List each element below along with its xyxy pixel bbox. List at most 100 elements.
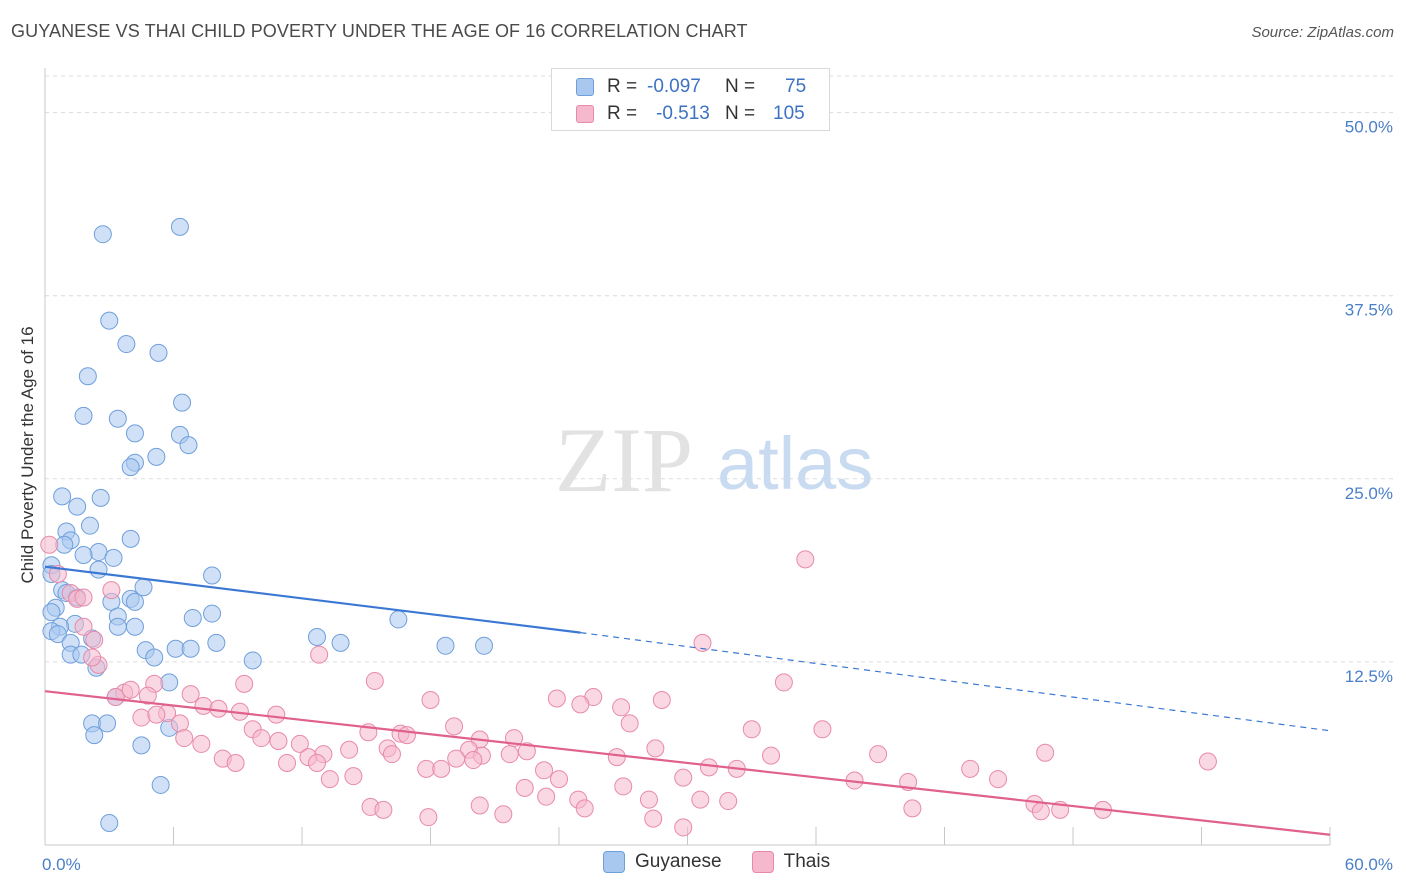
x-tick-label-max: 60.0% bbox=[1345, 855, 1393, 874]
thais-point bbox=[417, 759, 436, 778]
guyanese-point bbox=[104, 548, 123, 567]
thais-point bbox=[278, 753, 297, 772]
thais-point bbox=[535, 761, 554, 780]
thais-point bbox=[500, 745, 519, 764]
thais-point bbox=[269, 732, 288, 751]
thais-point bbox=[494, 805, 513, 824]
guyanese-point bbox=[117, 335, 136, 354]
watermark: ZIP atlas bbox=[555, 409, 873, 511]
thais-point bbox=[614, 777, 633, 796]
thais-point bbox=[421, 690, 440, 709]
guyanese-point bbox=[91, 488, 110, 507]
thais-point bbox=[644, 809, 663, 828]
thais-point bbox=[235, 674, 254, 693]
thais-point bbox=[550, 770, 568, 789]
thais-point bbox=[607, 748, 626, 767]
y-tick-label-3: 50.0% bbox=[1345, 118, 1393, 137]
thais-point bbox=[989, 770, 1008, 789]
thais-point bbox=[290, 734, 309, 753]
guyanese-point bbox=[68, 497, 87, 516]
guyanese-point bbox=[125, 592, 144, 611]
source-label: Source: ZipAtlas.com bbox=[1251, 24, 1394, 41]
thais-point bbox=[813, 720, 832, 739]
axes bbox=[44, 68, 1331, 846]
guyanese-point bbox=[170, 217, 189, 236]
guyanese-point bbox=[121, 529, 140, 548]
thais-point bbox=[192, 734, 211, 753]
guyanese-point bbox=[80, 516, 99, 535]
guyanese-point bbox=[55, 535, 74, 554]
thais-point bbox=[517, 742, 536, 761]
legend-item-thais: Thais bbox=[751, 851, 831, 873]
guyanese-point bbox=[93, 225, 112, 244]
thais-point bbox=[267, 705, 286, 724]
thais-point bbox=[320, 770, 339, 789]
guyanese-point bbox=[331, 633, 350, 652]
thais-point bbox=[226, 753, 245, 772]
guyanese-point bbox=[78, 367, 97, 386]
thais-point bbox=[575, 799, 594, 818]
guyanese-point bbox=[147, 447, 166, 466]
thais-point bbox=[719, 792, 738, 811]
y-tick-label-2: 37.5% bbox=[1345, 301, 1393, 320]
thais-point bbox=[106, 688, 125, 707]
chart-title: GUYANESE VS THAI CHILD POVERTY UNDER THE… bbox=[11, 21, 748, 41]
thais-legend-swatch bbox=[751, 851, 774, 873]
guyanese-trend-line bbox=[44, 565, 581, 634]
thais-point bbox=[762, 746, 781, 765]
thais-point bbox=[419, 808, 438, 827]
thais-point bbox=[515, 778, 534, 797]
thais-legend-label: Thais bbox=[783, 851, 831, 872]
guyanese-point bbox=[74, 406, 93, 425]
thais-point bbox=[310, 645, 329, 664]
thais-point bbox=[209, 699, 228, 718]
guyanese-point bbox=[100, 814, 119, 833]
guyanese-n-label: N = bbox=[725, 76, 756, 97]
guyanese-point bbox=[173, 393, 192, 412]
thais-point bbox=[903, 799, 922, 818]
thais-point bbox=[547, 689, 566, 708]
guyanese-point bbox=[389, 610, 408, 629]
guyanese-r-value: -0.097 bbox=[647, 76, 701, 97]
thais-point bbox=[699, 758, 718, 777]
watermark-zip: ZIP bbox=[555, 409, 693, 511]
guyanese-legend-label: Guyanese bbox=[635, 851, 722, 872]
guyanese-point bbox=[436, 636, 455, 655]
thais-point bbox=[464, 751, 483, 770]
guyanese-point bbox=[149, 343, 168, 362]
trend-lines bbox=[44, 565, 1331, 836]
thais-point bbox=[1031, 802, 1050, 821]
thais-trend-line bbox=[44, 690, 1331, 836]
guyanese-swatch bbox=[576, 78, 594, 96]
thais-point bbox=[620, 714, 639, 733]
thais-point bbox=[470, 796, 489, 815]
guyanese-point bbox=[183, 608, 202, 627]
guyanese-point bbox=[74, 545, 93, 564]
guyanese-point bbox=[160, 673, 179, 692]
legend-row-guyanese: R = -0.097 N = 75 bbox=[576, 75, 806, 99]
thais-point bbox=[382, 745, 401, 764]
thais-point bbox=[571, 695, 590, 714]
thais-point bbox=[432, 759, 451, 778]
thais-point bbox=[796, 550, 815, 569]
thais-point bbox=[674, 818, 693, 837]
guyanese-point bbox=[108, 617, 127, 636]
guyanese-point bbox=[125, 617, 144, 636]
x-tick-label-min: 0.0% bbox=[42, 855, 81, 874]
y-axis-label: Child Poverty Under the Age of 16 bbox=[18, 326, 37, 583]
thais-point bbox=[121, 680, 140, 699]
guyanese-point bbox=[145, 648, 164, 667]
thais-point bbox=[612, 698, 631, 717]
guyanese-point bbox=[85, 726, 104, 745]
thais-point bbox=[138, 686, 157, 705]
correlation-legend: R = -0.097 N = 75 R = -0.513 N = 105 bbox=[551, 68, 830, 131]
guyanese-point bbox=[98, 714, 117, 733]
thais-point bbox=[40, 535, 59, 554]
series-legend: Guyanese Thais bbox=[603, 851, 860, 873]
thais-point bbox=[181, 685, 200, 704]
thais-point bbox=[340, 740, 359, 759]
thais-point bbox=[445, 717, 464, 736]
thais-point bbox=[132, 708, 151, 727]
thais-point bbox=[537, 787, 556, 806]
